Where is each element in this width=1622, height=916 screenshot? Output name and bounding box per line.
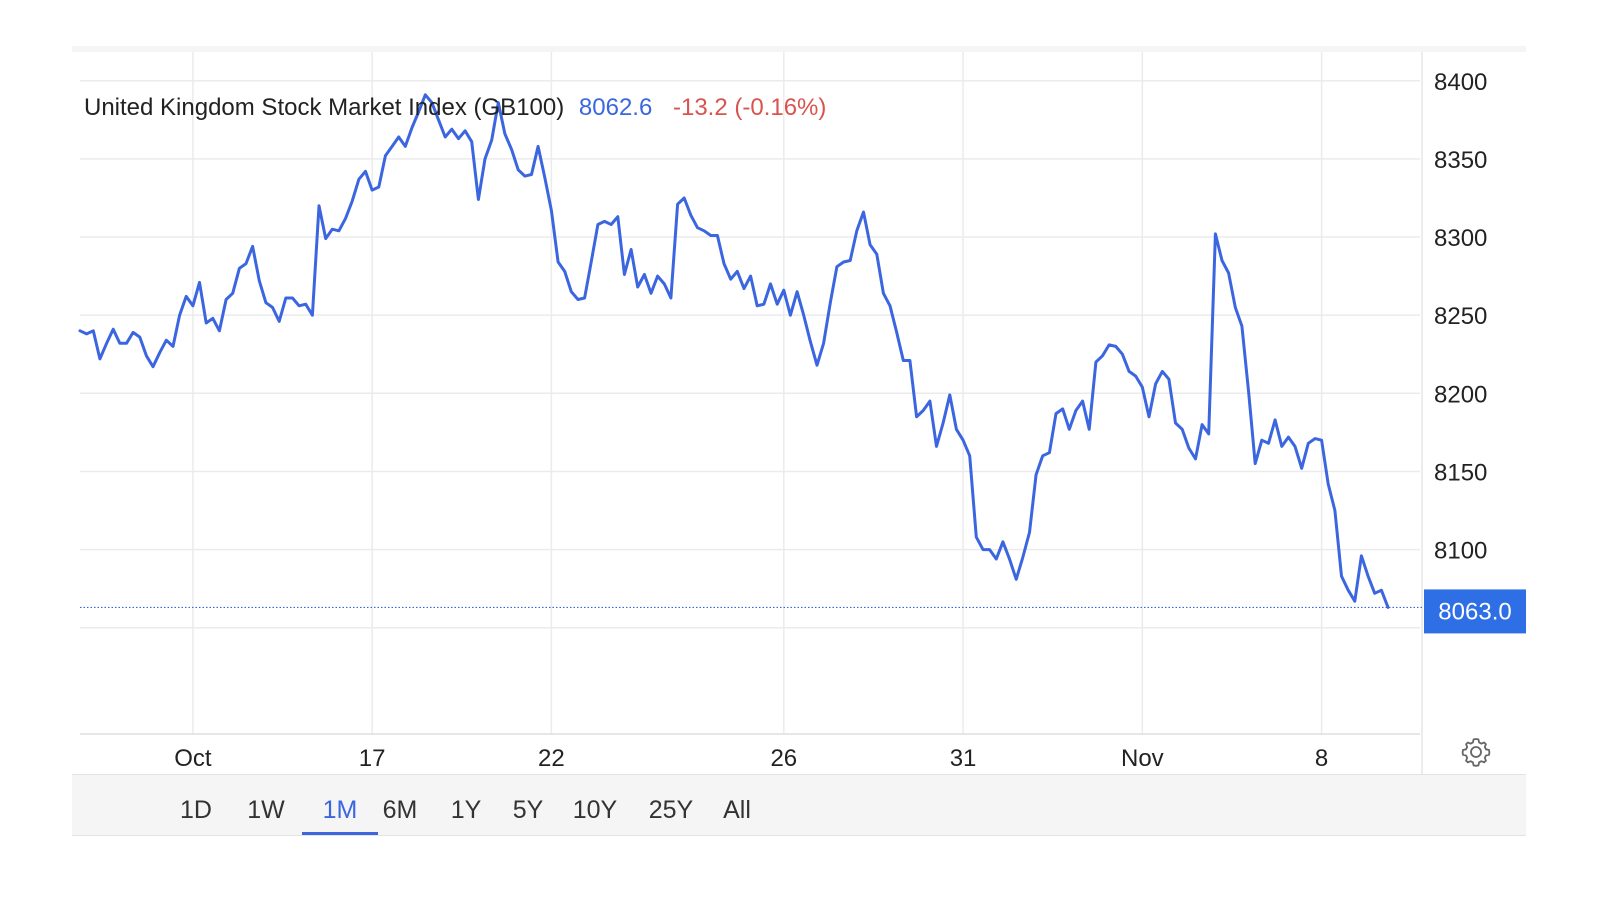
range-button-1w[interactable]: 1W	[247, 796, 285, 824]
y-axis-ticks: 8100 8150 8200 8250 8300 8350 8400	[1434, 69, 1487, 565]
x-tick-label: 26	[770, 745, 797, 772]
current-price: 8062.6	[579, 94, 652, 121]
range-button-1m[interactable]: 1M	[322, 796, 358, 824]
time-range-bar: 1D 1W 1M 6M 1Y 5Y 10Y 25Y All	[72, 774, 1526, 836]
x-tick-label: Oct	[174, 745, 212, 772]
range-button-25y[interactable]: 25Y	[648, 796, 694, 824]
y-tick-label: 8250	[1434, 303, 1487, 330]
x-tick-label: Nov	[1121, 745, 1164, 772]
range-button-all[interactable]: All	[723, 796, 751, 824]
y-tick-label: 8150	[1434, 459, 1487, 486]
x-tick-label: 22	[538, 745, 565, 772]
y-tick-label: 8400	[1434, 69, 1487, 96]
y-tick-label: 8350	[1434, 147, 1487, 174]
chart-header: United Kingdom Stock Market Index (GB100…	[84, 94, 826, 121]
y-tick-label: 8200	[1434, 381, 1487, 408]
y-tick-label: 8100	[1434, 538, 1487, 565]
grid-lines	[80, 52, 1423, 782]
last-value-badge: 8063.0	[1424, 589, 1526, 634]
x-tick-label: 8	[1315, 745, 1328, 772]
x-tick-label: 17	[359, 745, 386, 772]
gear-icon[interactable]	[1460, 736, 1492, 768]
price-chart: 8100 8150 8200 8250 8300 8350 8400 Oct 17 22 26 31…	[78, 52, 1526, 782]
chart-panel: 8100 8150 8200 8250 8300 8350 8400 Oct 17 22 26 31…	[72, 46, 1526, 836]
chart-title: United Kingdom Stock Market Index (GB100…	[84, 94, 564, 121]
active-range-indicator	[302, 832, 378, 835]
y-tick-label: 8300	[1434, 225, 1487, 252]
series-line-gb100	[78, 93, 1390, 609]
last-value-label: 8063.0	[1438, 598, 1511, 625]
price-change: -13.2 (-0.16%)	[673, 94, 826, 121]
range-button-6m[interactable]: 6M	[382, 796, 418, 824]
range-button-5y[interactable]: 5Y	[512, 796, 544, 824]
svg-text:United Kingdom Stock Market In: United Kingdom Stock Market Index (GB100…	[84, 94, 826, 121]
range-button-1d[interactable]: 1D	[180, 796, 212, 824]
x-tick-label: 31	[950, 745, 977, 772]
range-button-1y[interactable]: 1Y	[450, 796, 482, 824]
range-button-10y[interactable]: 10Y	[572, 796, 618, 824]
x-axis-ticks: Oct 17 22 26 31 Nov 8	[174, 745, 1328, 772]
